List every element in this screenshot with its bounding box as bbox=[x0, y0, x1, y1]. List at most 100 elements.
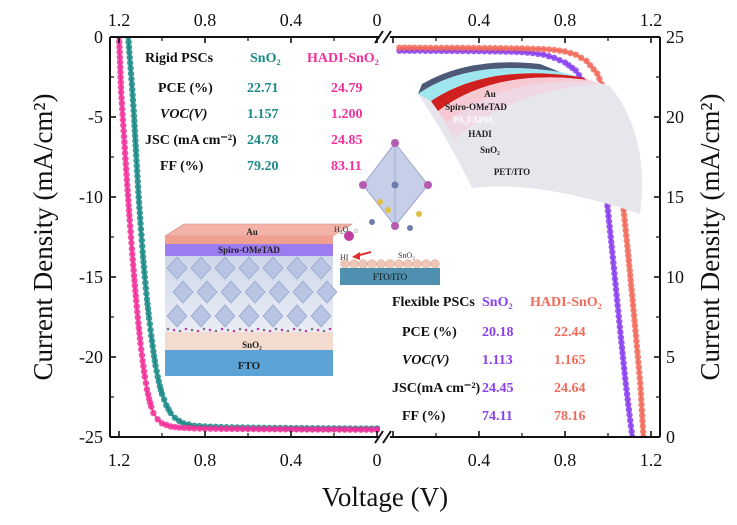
flex-htl-label: Spiro-OMeTAD bbox=[445, 102, 507, 112]
ion-sphere bbox=[369, 219, 375, 225]
data-point bbox=[133, 152, 140, 159]
data-point bbox=[126, 49, 133, 56]
data-point bbox=[615, 307, 622, 314]
data-point bbox=[352, 426, 359, 433]
data-point bbox=[131, 117, 138, 125]
data-point bbox=[626, 411, 633, 419]
x-tick-label: 1.2 bbox=[108, 10, 131, 30]
data-point bbox=[330, 426, 338, 433]
data-point bbox=[138, 231, 145, 239]
octahedron bbox=[286, 304, 308, 328]
data-point bbox=[626, 417, 634, 424]
data-point bbox=[148, 403, 155, 410]
ion-sphere bbox=[353, 228, 359, 234]
data-point bbox=[132, 287, 139, 294]
x-tick-label: 0.8 bbox=[194, 10, 217, 30]
data-point bbox=[126, 59, 134, 67]
data-point bbox=[619, 354, 627, 362]
data-point bbox=[126, 54, 133, 61]
data-point bbox=[614, 302, 621, 309]
interface-dot bbox=[220, 327, 224, 331]
data-point bbox=[124, 187, 131, 194]
y-tick-label: -20 bbox=[79, 347, 103, 367]
octahedron bbox=[244, 280, 266, 304]
data-point bbox=[207, 425, 214, 432]
data-point bbox=[136, 204, 143, 211]
rigid-htl-label: Spiro-OMeTAD bbox=[218, 245, 280, 255]
data-point bbox=[120, 122, 127, 129]
data-point bbox=[223, 425, 230, 433]
data-point bbox=[121, 138, 128, 146]
octahedron bbox=[172, 280, 194, 304]
etl-sphere bbox=[403, 259, 413, 269]
ion-sphere bbox=[424, 181, 432, 189]
data-point bbox=[138, 237, 145, 244]
data-point bbox=[135, 188, 142, 196]
data-point bbox=[613, 291, 620, 298]
data-point bbox=[624, 396, 631, 403]
data-point bbox=[142, 285, 150, 292]
data-point bbox=[129, 91, 136, 99]
data-point bbox=[160, 396, 168, 403]
data-point bbox=[143, 296, 151, 303]
data-point bbox=[540, 51, 547, 58]
rigid-row-label: VOC(V) bbox=[160, 107, 207, 122]
etl-sphere bbox=[376, 259, 386, 269]
data-point bbox=[123, 176, 131, 183]
data-point bbox=[637, 390, 645, 398]
interface-dot bbox=[286, 329, 290, 333]
flex-hadi-label: HADI bbox=[468, 129, 492, 139]
data-point bbox=[357, 426, 365, 433]
flex-hadi-value: 22.44 bbox=[554, 325, 586, 340]
x-tick-label: 0 bbox=[373, 450, 382, 470]
data-point bbox=[630, 307, 637, 314]
data-point bbox=[122, 165, 130, 173]
interface-dot bbox=[304, 329, 308, 333]
data-point bbox=[612, 286, 620, 293]
interface-dot bbox=[166, 327, 170, 331]
data-point bbox=[309, 426, 316, 433]
rigid-au-label: Au bbox=[246, 227, 258, 237]
rigid-hadi-value: 24.79 bbox=[331, 81, 363, 96]
flex-au-label: Au bbox=[484, 89, 496, 99]
etl-sphere bbox=[430, 259, 440, 269]
data-point bbox=[497, 44, 504, 52]
water-label: H₂O bbox=[334, 225, 349, 234]
x-tick-label: 1.2 bbox=[640, 450, 663, 470]
data-point bbox=[148, 332, 155, 339]
data-point bbox=[635, 364, 643, 371]
data-point bbox=[139, 253, 147, 261]
flex-row-label: PCE (%) bbox=[402, 325, 457, 340]
data-point bbox=[186, 424, 193, 432]
data-point bbox=[181, 424, 188, 432]
rigid-hadi-value: 83.11 bbox=[331, 159, 362, 174]
data-point bbox=[132, 292, 139, 300]
etl-sphere bbox=[412, 259, 422, 269]
octahedron bbox=[310, 256, 332, 280]
y-tick-label: 10 bbox=[666, 267, 684, 287]
ion-sphere bbox=[391, 139, 399, 147]
data-point bbox=[154, 416, 161, 423]
data-point bbox=[590, 66, 597, 73]
etl-sphere bbox=[385, 259, 395, 269]
interface-dot bbox=[184, 327, 188, 331]
data-point bbox=[144, 305, 152, 312]
data-point bbox=[639, 417, 646, 425]
data-point bbox=[144, 300, 151, 308]
interface-dot bbox=[250, 329, 254, 333]
data-point bbox=[618, 339, 625, 346]
data-point bbox=[616, 318, 623, 325]
x-tick-label: 0.8 bbox=[194, 450, 217, 470]
data-point bbox=[142, 279, 149, 286]
octahedron bbox=[166, 304, 188, 328]
data-point bbox=[152, 362, 159, 369]
data-point bbox=[625, 257, 632, 264]
ion-sphere bbox=[377, 199, 383, 205]
data-point bbox=[125, 38, 132, 46]
data-point bbox=[551, 54, 558, 61]
data-point bbox=[577, 54, 585, 61]
data-point bbox=[255, 425, 262, 433]
data-point bbox=[615, 312, 622, 320]
data-point bbox=[139, 248, 146, 256]
data-point bbox=[250, 425, 257, 433]
